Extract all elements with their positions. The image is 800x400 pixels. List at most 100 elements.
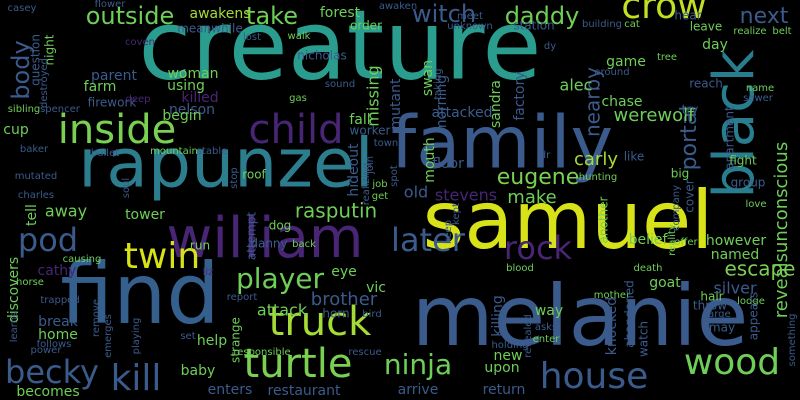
cloud-word: attacked bbox=[432, 105, 493, 121]
cloud-word: try bbox=[682, 103, 699, 117]
cloud-word: using bbox=[167, 78, 205, 94]
cloud-word: revealed bbox=[523, 314, 534, 358]
cloud-word: worker bbox=[350, 124, 391, 138]
cloud-word: attack bbox=[257, 301, 308, 320]
cloud-word: rescue bbox=[348, 347, 381, 358]
cloud-word: casey bbox=[8, 3, 37, 14]
cloud-word: taking bbox=[433, 68, 444, 99]
cloud-word: nelson bbox=[169, 102, 215, 118]
cloud-word: love bbox=[746, 199, 767, 210]
cloud-word: large bbox=[705, 309, 730, 320]
cloud-word: liz bbox=[203, 267, 214, 278]
cloud-word: new bbox=[494, 348, 523, 364]
cloud-word: daddy bbox=[505, 2, 580, 30]
cloud-word: around bbox=[594, 67, 629, 78]
cloud-word: soul bbox=[121, 178, 132, 198]
cloud-word: way bbox=[535, 303, 563, 319]
cloud-word: may bbox=[709, 321, 735, 335]
cloud-word: child bbox=[249, 107, 344, 153]
cloud-word: truck bbox=[269, 299, 372, 345]
cloud-word: asks bbox=[535, 322, 557, 333]
cloud-word: realizing bbox=[361, 163, 372, 205]
cloud-word: causing bbox=[63, 254, 102, 265]
cloud-word: make bbox=[507, 187, 556, 208]
cloud-word: becky bbox=[5, 353, 99, 391]
cloud-word: strange bbox=[229, 317, 243, 363]
cloud-word: spot bbox=[389, 165, 400, 187]
cloud-word: carly bbox=[574, 149, 618, 170]
cloud-word: stevens bbox=[435, 186, 497, 205]
cloud-word: discovers bbox=[6, 257, 22, 323]
cloud-word: gas bbox=[289, 93, 307, 104]
cloud-word: keep bbox=[443, 220, 454, 244]
cloud-word: unknown bbox=[447, 21, 492, 32]
cloud-word: cathy bbox=[38, 263, 77, 279]
cloud-word: power bbox=[31, 345, 63, 356]
cloud-word: escape bbox=[725, 257, 796, 281]
cloud-word: sibling bbox=[8, 104, 41, 115]
cloud-word: destroyed bbox=[39, 58, 50, 108]
cloud-word: lost bbox=[243, 32, 261, 43]
cloud-word: walk bbox=[288, 31, 311, 42]
cloud-word: turtle bbox=[244, 341, 353, 387]
cloud-word: dy bbox=[544, 41, 556, 52]
cloud-word: william bbox=[167, 206, 364, 271]
cloud-word: rasputin bbox=[295, 199, 377, 223]
cloud-word: mouth bbox=[422, 137, 438, 182]
cloud-word: attempt bbox=[245, 212, 259, 260]
cloud-word: coven bbox=[125, 37, 155, 48]
cloud-word: away bbox=[45, 202, 87, 221]
cloud-word: hunting bbox=[579, 172, 617, 183]
cloud-word: twin bbox=[124, 236, 200, 277]
cloud-word: cover bbox=[683, 179, 697, 212]
cloud-word: belief bbox=[629, 232, 669, 248]
cloud-word: named bbox=[711, 247, 760, 263]
cloud-word: company bbox=[671, 185, 682, 231]
cloud-word: werewolf bbox=[614, 105, 696, 126]
cloud-word: town bbox=[374, 138, 399, 149]
cloud-word: melanie bbox=[412, 267, 749, 365]
cloud-word: lodge bbox=[737, 296, 765, 307]
cloud-word: game bbox=[606, 54, 646, 70]
cloud-word: sewer bbox=[743, 93, 774, 104]
cloud-word: crow bbox=[621, 0, 706, 27]
cloud-word: inside bbox=[58, 107, 176, 153]
cloud-word: charles bbox=[18, 190, 54, 201]
cloud-word: question bbox=[29, 34, 43, 86]
cloud-word: throw bbox=[693, 299, 727, 313]
cloud-word: factory bbox=[512, 71, 528, 120]
cloud-word: order bbox=[350, 19, 382, 33]
cloud-word: trapped bbox=[40, 295, 79, 306]
cloud-word: day bbox=[702, 37, 728, 53]
cloud-word: hair bbox=[700, 290, 723, 304]
cloud-word: black bbox=[702, 49, 767, 198]
cloud-word: house bbox=[540, 356, 649, 397]
cloud-word: get bbox=[372, 191, 389, 202]
cloud-word: nicholas bbox=[297, 49, 346, 63]
cloud-word: hideout bbox=[346, 143, 362, 197]
cloud-word: rapunzel bbox=[78, 125, 373, 204]
cloud-word: fall bbox=[349, 112, 370, 128]
cloud-word: silver bbox=[713, 279, 757, 298]
cloud-word: return bbox=[483, 382, 526, 398]
cloud-word: apartment bbox=[723, 106, 737, 170]
cloud-word: restaurant bbox=[268, 383, 342, 399]
cloud-word: stop bbox=[229, 167, 240, 189]
cloud-word: eye bbox=[331, 264, 357, 280]
cloud-word: later bbox=[391, 221, 466, 259]
cloud-word: baby bbox=[181, 363, 216, 379]
cloud-word: name bbox=[746, 83, 774, 94]
cloud-word: horn bbox=[322, 307, 349, 321]
cloud-word: something bbox=[787, 314, 798, 367]
cloud-word: hear bbox=[674, 9, 701, 23]
cloud-word: fight bbox=[729, 154, 757, 168]
cloud-word: home bbox=[38, 327, 78, 343]
cloud-word: flower bbox=[95, 0, 127, 10]
cloud-word: tree bbox=[657, 52, 677, 63]
cloud-word: awaken bbox=[379, 1, 417, 12]
cloud-word: awakens bbox=[190, 6, 251, 22]
cloud-word: emerges bbox=[103, 314, 114, 358]
cloud-word: danny bbox=[250, 237, 287, 251]
cloud-word: witch bbox=[412, 0, 476, 28]
cloud-word: samuel bbox=[423, 174, 714, 267]
